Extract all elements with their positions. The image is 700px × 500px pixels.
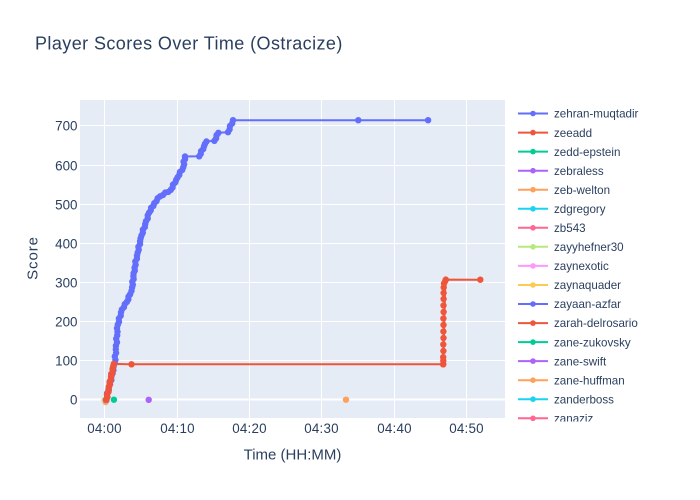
svg-text:300: 300 <box>55 275 77 290</box>
svg-text:Score: Score <box>25 236 42 280</box>
svg-text:600: 600 <box>55 158 77 173</box>
svg-text:zayaan-azfar: zayaan-azfar <box>554 298 621 311</box>
svg-text:04:30: 04:30 <box>304 421 339 436</box>
svg-text:zehran-muqtadir: zehran-muqtadir <box>554 108 639 121</box>
svg-text:Player Scores Over Time (Ostra: Player Scores Over Time (Ostracize) <box>35 33 343 53</box>
svg-text:04:50: 04:50 <box>449 421 484 436</box>
svg-text:zebraless: zebraless <box>554 165 604 178</box>
svg-text:04:10: 04:10 <box>160 421 195 436</box>
svg-text:zane-huffman: zane-huffman <box>554 374 625 387</box>
svg-text:200: 200 <box>55 314 77 329</box>
svg-text:100: 100 <box>55 353 77 368</box>
svg-text:zdgregory: zdgregory <box>554 203 606 216</box>
svg-text:zeb-welton: zeb-welton <box>554 184 610 197</box>
svg-text:zeeadd: zeeadd <box>554 127 592 140</box>
svg-text:700: 700 <box>55 118 77 133</box>
svg-text:zayyhefner30: zayyhefner30 <box>554 241 624 254</box>
svg-text:0: 0 <box>70 392 77 407</box>
svg-text:04:40: 04:40 <box>377 421 412 436</box>
svg-text:04:20: 04:20 <box>232 421 267 436</box>
svg-text:Time (HH:MM): Time (HH:MM) <box>244 447 342 464</box>
svg-text:zane-zukovsky: zane-zukovsky <box>554 336 631 349</box>
svg-text:400: 400 <box>55 236 77 251</box>
svg-text:zaynexotic: zaynexotic <box>554 260 609 273</box>
svg-text:04:00: 04:00 <box>87 421 122 436</box>
svg-text:zanaziz: zanaziz <box>554 413 594 426</box>
svg-text:zanderboss: zanderboss <box>554 393 614 406</box>
svg-text:zaynaquader: zaynaquader <box>554 279 621 292</box>
svg-text:zane-swift: zane-swift <box>554 355 607 368</box>
svg-text:zb543: zb543 <box>554 222 586 235</box>
svg-text:zedd-epstein: zedd-epstein <box>554 146 620 159</box>
svg-text:zarah-delrosario: zarah-delrosario <box>554 317 638 330</box>
svg-text:500: 500 <box>55 197 77 212</box>
